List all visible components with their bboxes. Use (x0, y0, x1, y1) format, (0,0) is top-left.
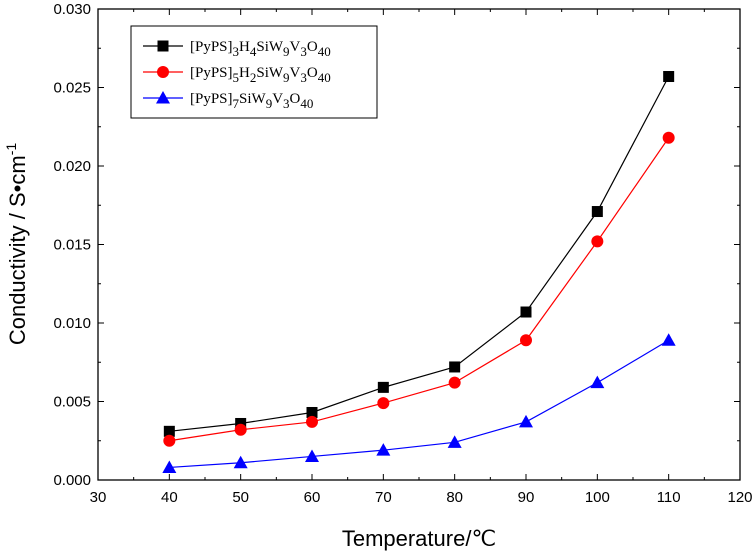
legend: [PyPS]3H4SiW9V3O40[PyPS]5H2SiW9V3O40[PyP… (130, 25, 378, 119)
y-tick-label: 0.015 (53, 237, 91, 254)
legend-label-subscript: 4 (250, 44, 257, 59)
data-point (662, 131, 675, 144)
legend-label-part: SiW (239, 91, 267, 107)
axes: 30 40 50 60 70 80 90 100 110 120 0.000 0.005 0.010 0.… (53, 1, 752, 506)
series-layer (162, 71, 676, 473)
series-1 (163, 71, 675, 437)
legend-label-part: O (290, 91, 301, 107)
y-tick-label: 0.025 (53, 80, 91, 97)
x-tick-label: 90 (518, 489, 535, 506)
legend-label-part: V (290, 65, 301, 81)
legend-label-subscript: 40 (318, 44, 331, 59)
legend-label: [PyPS]3H4SiW9V3O40 (190, 39, 331, 59)
legend-label-part: [PyPS] (190, 65, 233, 81)
legend-label-part: [PyPS] (190, 39, 233, 55)
legend-label-subscript: 3 (283, 96, 290, 111)
legend-label-subscript: 5 (233, 70, 240, 85)
legend-marker (156, 91, 170, 104)
y-axis-title-main: Conductivity / S•cm (5, 155, 30, 345)
legend-label-subscript: 3 (233, 44, 240, 59)
data-point (520, 306, 532, 318)
legend-label-part: H (239, 39, 250, 55)
legend-label-part: SiW (256, 39, 284, 55)
legend-label-subscript: 9 (283, 70, 290, 85)
legend-label-subscript: 3 (300, 70, 307, 85)
data-point (233, 455, 248, 469)
data-point (663, 71, 675, 83)
x-tick-label: 110 (657, 489, 681, 506)
legend-label-subscript: 3 (300, 44, 307, 59)
series-line (169, 137, 670, 442)
legend-label-subscript: 9 (266, 96, 273, 111)
y-tick-label: 0.010 (53, 315, 91, 332)
data-point (449, 361, 461, 373)
series-line (169, 76, 670, 432)
legend-marker (157, 40, 169, 52)
data-point (591, 235, 604, 248)
legend-entry-1: [PyPS]3H4SiW9V3O40 (143, 39, 331, 59)
data-point (163, 434, 176, 447)
y-axis-title-superscript: -1 (3, 143, 19, 156)
data-point (162, 460, 177, 473)
data-point (447, 435, 462, 448)
data-point (306, 406, 318, 418)
legend-label-part: O (307, 39, 318, 55)
series-2 (163, 131, 675, 447)
x-tick-label: 60 (304, 489, 321, 506)
legend-label: [PyPS]7SiW9V3O40 (190, 91, 313, 111)
data-point (306, 415, 318, 428)
legend-label-part: SiW (256, 65, 284, 81)
legend-label-subscript: 9 (283, 44, 290, 59)
data-point (590, 375, 605, 389)
data-point (377, 397, 390, 410)
x-tick-label: 100 (585, 489, 610, 506)
data-point (305, 449, 319, 462)
x-axis-title: Temperature/℃ (342, 526, 496, 551)
data-point (376, 443, 391, 456)
data-point (234, 423, 247, 436)
legend-entry-2: [PyPS]5H2SiW9V3O40 (143, 65, 331, 85)
series-3 (162, 333, 676, 473)
x-tick-label: 120 (727, 489, 752, 506)
data-point (448, 376, 461, 389)
series-line (169, 339, 669, 469)
legend-label-part: V (290, 39, 301, 55)
data-point (377, 381, 389, 393)
data-point (163, 425, 175, 437)
x-tick-label: 70 (375, 489, 392, 506)
legend-label-part: O (307, 65, 318, 81)
x-tick-label: 50 (232, 489, 249, 506)
y-tick-label: 0.000 (53, 472, 91, 489)
y-tick-label: 0.030 (53, 1, 91, 18)
y-tick-label: 0.005 (53, 394, 91, 411)
data-point (661, 333, 676, 346)
legend-label-subscript: 40 (300, 96, 313, 111)
legend-label-part: [PyPS] (190, 91, 233, 107)
legend-label-part: H (239, 65, 250, 81)
data-point (235, 417, 247, 429)
data-point (519, 414, 533, 428)
data-point (591, 206, 603, 218)
y-tick-label: 0.020 (53, 158, 91, 175)
legend-label-part: V (272, 91, 283, 107)
legend-entry-3: [PyPS]7SiW9V3O40 (143, 91, 313, 111)
x-tick-label: 40 (161, 489, 178, 506)
legend-label: [PyPS]5H2SiW9V3O40 (190, 65, 331, 85)
legend-label-subscript: 2 (250, 70, 257, 85)
x-tick-label: 80 (446, 489, 463, 506)
data-point (520, 334, 532, 347)
legend-label-subscript: 7 (233, 96, 240, 111)
x-tick-label: 30 (90, 489, 107, 506)
y-axis-title: Conductivity / S•cm-1 (3, 143, 30, 346)
legend-marker (157, 66, 169, 78)
legend-label-subscript: 40 (318, 70, 331, 85)
